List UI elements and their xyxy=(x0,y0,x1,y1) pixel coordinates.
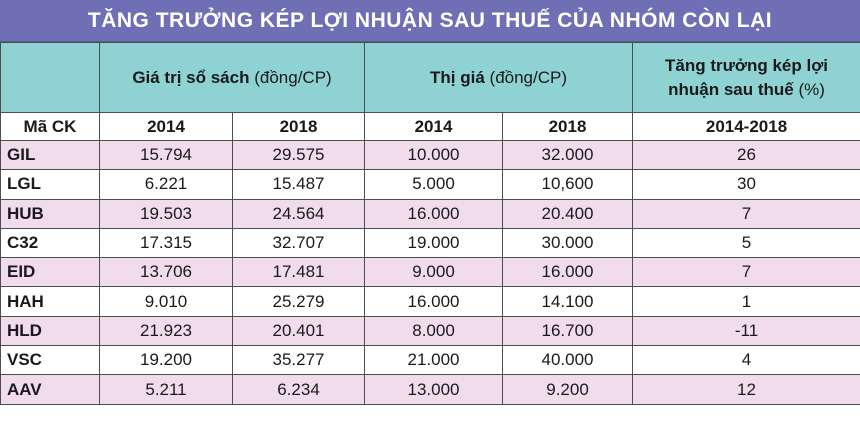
header-blank-cell xyxy=(0,42,100,113)
cell-bv-2018: 20.401 xyxy=(231,315,366,347)
cell-bv-2014: 9.010 xyxy=(99,286,233,317)
cell-bv-2014: 19.200 xyxy=(99,345,233,376)
cell-mp-2014: 13.000 xyxy=(364,374,504,405)
cell-mp-2018: 32.000 xyxy=(502,139,634,171)
data-table: Giá trị sổ sách (đồng/CP) Thị giá (đồng/… xyxy=(0,42,860,405)
table-row: HAH 9.010 25.279 16.000 14.100 1 xyxy=(0,286,860,317)
cell-mp-2018: 40.000 xyxy=(502,345,634,376)
cell-cagr: 7 xyxy=(632,198,860,229)
cell-bv-2018: 29.575 xyxy=(231,139,366,171)
cell-code: AAV xyxy=(0,374,100,405)
subheader-mp-2018: 2018 xyxy=(502,112,634,141)
table-title: TĂNG TRƯỞNG KÉP LỢI NHUẬN SAU THUẾ CỦA N… xyxy=(0,0,860,42)
header-cagr-line1: Tăng trưởng kép lợi xyxy=(664,55,829,75)
cell-bv-2018: 35.277 xyxy=(231,345,366,376)
cell-cagr: 7 xyxy=(632,257,860,288)
cell-cagr: 30 xyxy=(632,169,860,200)
cell-cagr: -11 xyxy=(632,315,860,347)
cell-bv-2018: 32.707 xyxy=(231,227,366,259)
header-cagr-unit: (%) xyxy=(798,79,825,99)
header-market-price: Thị giá (đồng/CP) xyxy=(364,42,634,113)
cell-code: LGL xyxy=(0,169,100,200)
table-row: LGL 6.221 15.487 5.000 10,600 30 xyxy=(0,169,860,200)
cell-bv-2018: 6.234 xyxy=(231,374,366,405)
cell-mp-2014: 16.000 xyxy=(364,286,504,317)
cell-bv-2014: 21.923 xyxy=(99,315,233,347)
table-row: HUB 19.503 24.564 16.000 20.400 7 xyxy=(0,198,860,229)
cell-bv-2014: 19.503 xyxy=(99,198,233,229)
header-market-price-unit: (đồng/CP) xyxy=(489,67,568,87)
table-row: EID 13.706 17.481 9.000 16.000 7 xyxy=(0,257,860,288)
subheader-mp-2014: 2014 xyxy=(364,112,504,141)
cell-mp-2014: 5.000 xyxy=(364,169,504,200)
header-cagr: Tăng trưởng kép lợi nhuận sau thuế (%) xyxy=(632,42,860,113)
table-row: C32 17.315 32.707 19.000 30.000 5 xyxy=(0,227,860,259)
cell-bv-2014: 17.315 xyxy=(99,227,233,259)
cell-code: HAH xyxy=(0,286,100,317)
cell-bv-2014: 13.706 xyxy=(99,257,233,288)
subheader-code: Mã CK xyxy=(0,112,100,141)
cell-mp-2014: 8.000 xyxy=(364,315,504,347)
table-row: AAV 5.211 6.234 13.000 9.200 12 xyxy=(0,374,860,405)
cell-code: C32 xyxy=(0,227,100,259)
cell-bv-2014: 6.221 xyxy=(99,169,233,200)
cell-code: GIL xyxy=(0,139,100,171)
table-row: HLD 21.923 20.401 8.000 16.700 -11 xyxy=(0,315,860,347)
cell-code: VSC xyxy=(0,345,100,376)
subheader-row: Mã CK 2014 2018 2014 2018 2014-2018 xyxy=(0,112,860,141)
subheader-bv-2018: 2018 xyxy=(231,112,366,141)
cell-mp-2014: 10.000 xyxy=(364,139,504,171)
cell-bv-2014: 5.211 xyxy=(99,374,233,405)
cell-mp-2014: 19.000 xyxy=(364,227,504,259)
cell-code: HUB xyxy=(0,198,100,229)
cell-mp-2014: 21.000 xyxy=(364,345,504,376)
cell-cagr: 5 xyxy=(632,227,860,259)
cell-code: HLD xyxy=(0,315,100,347)
cell-bv-2018: 25.279 xyxy=(231,286,366,317)
cell-cagr: 1 xyxy=(632,286,860,317)
cell-mp-2018: 16.700 xyxy=(502,315,634,347)
cell-bv-2014: 15.794 xyxy=(99,139,233,171)
table-body: GIL 15.794 29.575 10.000 32.000 26 LGL 6.221 15.… xyxy=(0,139,860,405)
table-row: GIL 15.794 29.575 10.000 32.000 26 xyxy=(0,139,860,171)
cell-bv-2018: 15.487 xyxy=(231,169,366,200)
cell-mp-2014: 9.000 xyxy=(364,257,504,288)
header-book-value: Giá trị sổ sách (đồng/CP) xyxy=(98,42,366,113)
cell-cagr: 12 xyxy=(632,374,860,405)
cell-mp-2014: 16.000 xyxy=(364,198,504,229)
cell-mp-2018: 9.200 xyxy=(502,374,634,405)
header-cagr-line2: nhuận sau thuế xyxy=(668,79,794,99)
cell-mp-2018: 14.100 xyxy=(502,286,634,317)
subheader-bv-2014: 2014 xyxy=(99,112,233,141)
cell-cagr: 26 xyxy=(632,139,860,171)
header-market-price-label: Thị giá xyxy=(430,67,485,87)
table-row: VSC 19.200 35.277 21.000 40.000 4 xyxy=(0,345,860,376)
cell-mp-2018: 30.000 xyxy=(502,227,634,259)
cell-mp-2018: 10,600 xyxy=(502,169,634,200)
header-book-value-label: Giá trị sổ sách xyxy=(132,67,250,87)
cell-bv-2018: 17.481 xyxy=(231,257,366,288)
cell-bv-2018: 24.564 xyxy=(231,198,366,229)
cell-cagr: 4 xyxy=(632,345,860,376)
cell-code: EID xyxy=(0,257,100,288)
header-book-value-unit: (đồng/CP) xyxy=(254,67,332,87)
cell-mp-2018: 16.000 xyxy=(502,257,634,288)
header-row: Giá trị sổ sách (đồng/CP) Thị giá (đồng/… xyxy=(0,42,860,113)
cell-mp-2018: 20.400 xyxy=(502,198,634,229)
subheader-period: 2014-2018 xyxy=(632,112,860,141)
